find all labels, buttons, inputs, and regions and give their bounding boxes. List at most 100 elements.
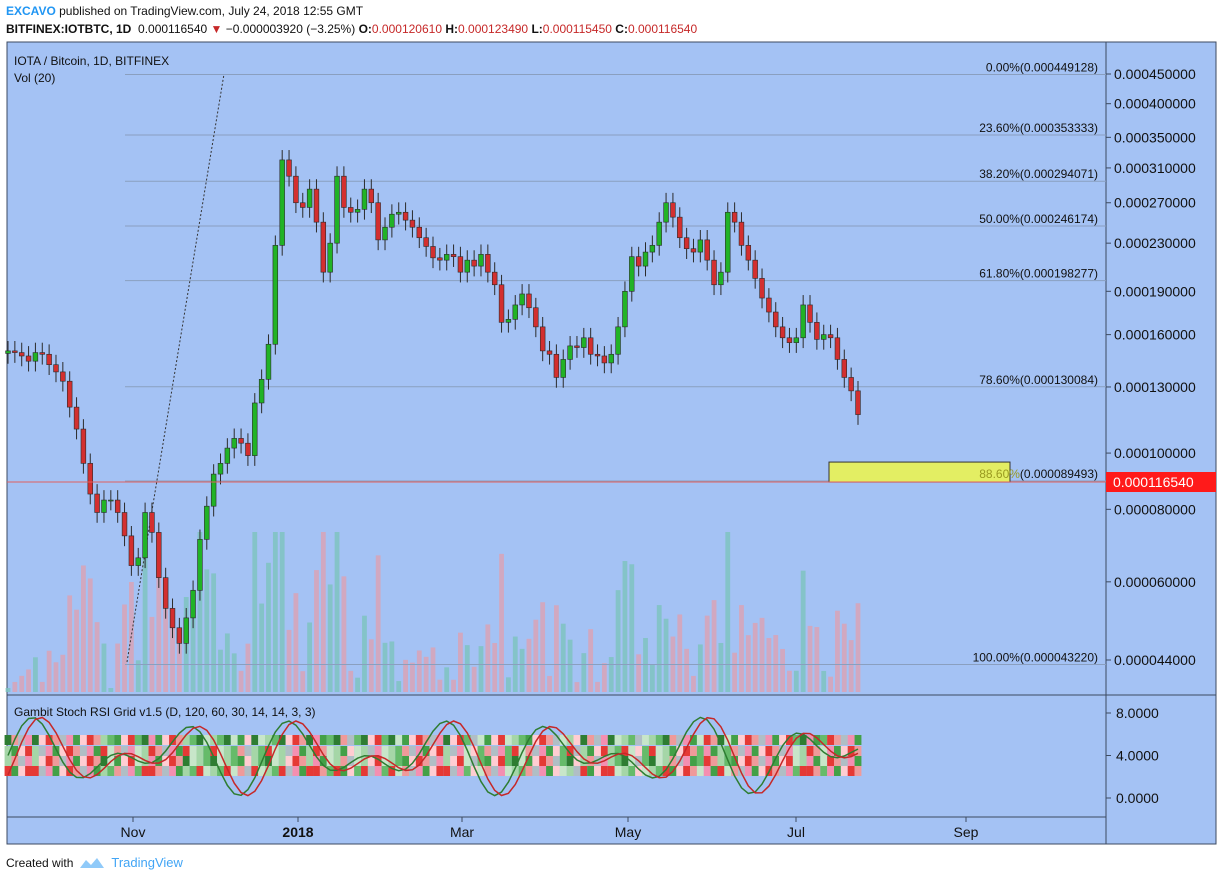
grid-cell [772, 746, 780, 756]
time-tick-label: Mar [450, 824, 474, 840]
candle-body [25, 355, 32, 362]
grid-cell [594, 735, 601, 745]
grid-cell [573, 735, 581, 745]
volume-bar [163, 578, 169, 692]
grid-cell [237, 766, 245, 776]
pane-title[interactable]: IOTA / Bitcoin, 1D, BITFINEX [14, 54, 169, 68]
author-link[interactable]: EXCAVO [6, 4, 56, 18]
grid-cell [86, 746, 94, 756]
candle-body [841, 359, 847, 378]
grid-cell [504, 766, 512, 776]
grid-cell [573, 746, 581, 756]
grid-cell [73, 735, 80, 745]
grid-cell [587, 756, 595, 766]
price-tick-label: 0.000270000 [1114, 195, 1196, 211]
grid-cell [443, 766, 451, 776]
time-axis[interactable] [7, 817, 1216, 844]
grid-cell [107, 735, 115, 745]
grid-cell [463, 756, 471, 766]
volume-bar [471, 666, 477, 692]
grid-cell [552, 735, 560, 745]
candle-body [745, 245, 752, 261]
candle-body [622, 291, 628, 328]
grid-cell [114, 756, 122, 766]
time-tick-label: Jul [787, 824, 805, 840]
grid-cell [230, 766, 238, 776]
price-tick-label: 0.000060000 [1114, 574, 1196, 590]
grid-cell [347, 756, 355, 766]
grid-cell [546, 756, 553, 766]
grid-cell [114, 746, 122, 756]
grid-cell [59, 756, 67, 766]
candle-body [265, 343, 272, 380]
volume-bar [526, 638, 532, 692]
volume-bar [437, 679, 443, 692]
grid-cell [38, 756, 46, 766]
volume-bar [430, 647, 436, 692]
stoch-rsi-grid [4, 735, 862, 776]
grid-cell [415, 746, 423, 756]
volume-bar [670, 636, 676, 692]
grid-cell [217, 735, 224, 745]
volume-bar [176, 632, 182, 692]
grid-cell [758, 746, 766, 756]
volume-bar [53, 662, 59, 692]
grid-cell [196, 756, 204, 766]
volume-bar [396, 681, 402, 692]
candle-body [444, 254, 450, 261]
fib-level-label: 50.00%(0.000246174) [979, 212, 1098, 226]
grid-cell [504, 756, 512, 766]
grid-cell [820, 756, 828, 766]
candle-body [457, 256, 464, 273]
grid-cell [724, 746, 732, 756]
grid-cell [559, 756, 567, 766]
candle-body [361, 188, 368, 210]
grid-cell [731, 766, 739, 776]
candle-body [656, 221, 662, 246]
grid-cell [738, 746, 745, 756]
grid-cell [690, 735, 697, 745]
grid-cell [141, 746, 149, 756]
grid-cell [326, 766, 334, 776]
fib-retracement[interactable]: 0.00%(0.000449128) 23.60%(0.000353333) 38.… [125, 60, 1106, 666]
candle-body [409, 219, 416, 228]
candle-body [94, 493, 100, 513]
tradingview-brand-link[interactable]: TradingView [111, 855, 183, 870]
price-axis[interactable] [1106, 42, 1216, 817]
grid-cell [648, 746, 656, 756]
grid-cell [463, 735, 471, 745]
volume-bar [156, 532, 162, 692]
grid-cell [429, 766, 437, 776]
grid-cell [552, 766, 560, 776]
grid-cell [710, 735, 718, 745]
down-triangle-icon: ▼ [210, 22, 223, 36]
grid-cell [566, 746, 574, 756]
vol-label[interactable]: Vol (20) [14, 71, 55, 85]
grid-cell [532, 735, 540, 745]
grid-cell [107, 756, 115, 766]
grid-cell [806, 766, 814, 776]
candle-body [574, 345, 580, 348]
candle-body [615, 326, 621, 355]
grid-cell [381, 735, 389, 745]
grid-cell [847, 756, 855, 766]
grid-cell [806, 746, 814, 756]
grid-cell [587, 766, 595, 776]
candle-body [485, 254, 491, 273]
candle-body [334, 175, 340, 244]
grid-cell [162, 766, 170, 776]
candle-body [629, 256, 635, 292]
volume-bar [499, 553, 504, 692]
volume-bar [403, 659, 408, 692]
grid-cell [834, 735, 841, 745]
grid-cell [738, 756, 745, 766]
grid-cell [333, 766, 341, 776]
grid-cell [134, 735, 142, 745]
time-axis-labels: Nov 2018 Mar May Jul Sep [121, 817, 979, 840]
grid-cell [696, 756, 704, 766]
indicator-label[interactable]: Gambit Stoch RSI Grid v1.5 (D, 120, 60, … [14, 705, 315, 719]
candle-body [779, 326, 786, 339]
grid-cell [271, 735, 279, 745]
candle-body [773, 311, 779, 328]
